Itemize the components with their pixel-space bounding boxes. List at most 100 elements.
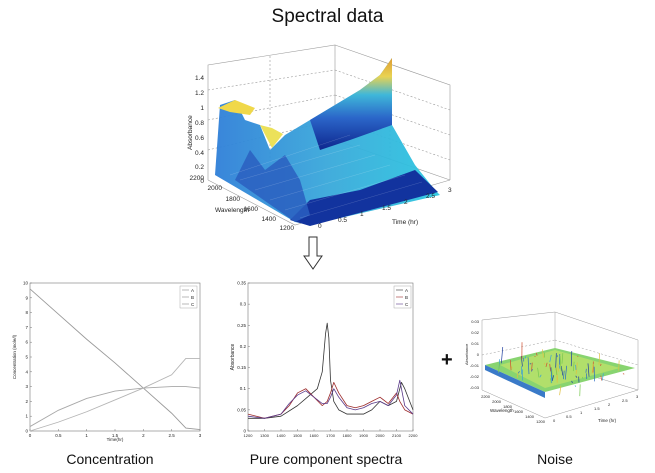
pure-legend: A B C <box>393 285 412 309</box>
noise-x-tick: 0.5 <box>566 414 572 419</box>
surface-y-tick: 2000 <box>208 185 223 192</box>
concentration-y-tick: 7 <box>25 325 28 330</box>
pure-y-tick: 0.15 <box>237 365 246 370</box>
concentration-x-tick: 3 <box>199 433 202 438</box>
down-arrow-icon <box>303 236 323 270</box>
noise-z-tick: 0.01 <box>471 341 480 346</box>
pure-x-tick: 1700 <box>326 433 336 438</box>
surface-x-tick: 1.5 <box>382 205 391 212</box>
noise-surface <box>485 342 635 398</box>
surface-x-tick: 2.5 <box>426 193 435 200</box>
concentration-legend-b: B <box>191 295 194 300</box>
surface-z-tick: 1.2 <box>195 90 204 97</box>
noise-x-label: Time (hr) <box>598 418 617 423</box>
noise-spike <box>527 357 530 375</box>
noise-spike <box>559 385 562 396</box>
surface-z-tick: 0.4 <box>195 150 204 157</box>
pure-y-tick: 0.2 <box>240 344 247 349</box>
concentration-ylabel: Concentration (mole/l) <box>12 334 17 379</box>
noise-spike <box>563 370 565 380</box>
noise-spike <box>550 367 553 382</box>
concentration-plot-frame <box>29 282 201 432</box>
concentration-y-tick: 0 <box>25 429 28 434</box>
noise-spike <box>516 372 519 378</box>
pure-series-c <box>247 379 414 419</box>
noise-spike <box>570 351 573 367</box>
noise-spike <box>509 360 512 371</box>
pure-spectra-caption: Pure component spectra <box>249 451 403 467</box>
noise-spike <box>520 356 523 367</box>
concentration-y-tick: 5 <box>25 355 28 360</box>
noise-y-tick: 1200 <box>536 419 546 424</box>
surface-x-tick: 2 <box>404 199 408 206</box>
surface-x-tick: 0 <box>318 223 322 230</box>
concentration-series-a <box>29 288 201 430</box>
noise-spike <box>559 356 562 372</box>
noise-x-tick: 3 <box>636 394 639 399</box>
concentration-x-tick: 0 <box>29 433 32 438</box>
noise-spike <box>500 347 504 364</box>
pure-x-tick: 1900 <box>359 433 369 438</box>
surface-y-tick: 2200 <box>190 175 205 182</box>
concentration-x-tick: 1 <box>85 433 88 438</box>
noise-spike <box>537 367 540 378</box>
noise-spike <box>536 352 538 356</box>
noise-spike <box>555 353 557 368</box>
concentration-series-b <box>29 386 201 427</box>
noise-spike <box>572 361 575 372</box>
pure-x-tick: 1500 <box>293 433 303 438</box>
noise-spike <box>531 362 533 372</box>
noise-caption: Noise <box>537 451 573 467</box>
noise-surface-plot: 0.03 0.02 0.01 0 -0.01 -0.02 -0.03 Absor… <box>464 311 639 424</box>
noise-z-tick: -0.01 <box>470 363 480 368</box>
surface-z-tick: 1 <box>200 105 204 112</box>
noise-z-tick: 0.02 <box>471 330 480 335</box>
pure-ylabel: Absorbance <box>230 343 236 370</box>
noise-spike <box>557 363 559 372</box>
pure-y-tick: 0.1 <box>240 386 247 391</box>
concentration-y-tick: 9 <box>25 295 28 300</box>
pure-plot-frame <box>247 282 414 432</box>
surface-x-tick: 0.5 <box>338 217 347 224</box>
noise-spike <box>571 380 573 384</box>
concentration-series-c <box>29 358 200 432</box>
concentration-x-tick: 0.5 <box>55 433 62 438</box>
plus-sign: + <box>441 349 453 371</box>
pure-x-tick: 2200 <box>409 433 418 438</box>
noise-spike <box>560 366 564 376</box>
concentration-x-tick: 2 <box>142 433 145 438</box>
noise-z-tick: -0.02 <box>470 374 480 379</box>
pure-x-tick: 1200 <box>244 433 254 438</box>
pure-series-a <box>248 322 414 419</box>
concentration-x-tick: 2.5 <box>169 433 176 438</box>
pure-x-tick: 1300 <box>260 433 270 438</box>
concentration-y-tick: 1 <box>25 414 28 419</box>
noise-z-tick: -0.03 <box>470 385 480 390</box>
noise-y-tick: 1400 <box>525 414 535 419</box>
pure-y-tick: 0.25 <box>237 323 246 328</box>
noise-x-tick: 1 <box>580 410 583 415</box>
concentration-legend-a: A <box>191 288 194 293</box>
surface-y-label: Wavelength <box>215 207 249 214</box>
surface-y-tick: 1200 <box>280 225 295 232</box>
spectral-surface-plot: 0 0.2 0.4 0.6 0.8 1 1.2 1.4 Absorbance 2… <box>187 44 452 232</box>
concentration-y-tick: 2 <box>25 399 28 404</box>
pure-legend-a: A <box>405 288 408 293</box>
surface-z-tick: 0.2 <box>195 164 204 171</box>
noise-y-tick: 2000 <box>492 399 502 404</box>
noise-spike <box>551 375 555 381</box>
pure-x-tick: 2100 <box>392 433 402 438</box>
noise-spike <box>549 363 551 372</box>
noise-y-tick: 1600 <box>514 409 524 414</box>
concentration-y-tick: 10 <box>23 281 29 286</box>
noise-x-tick: 2 <box>608 402 611 407</box>
noise-spike <box>542 349 544 358</box>
pure-y-tick: 0.3 <box>240 302 247 307</box>
noise-z-tick: 0.03 <box>471 319 480 324</box>
noise-spike <box>551 367 553 380</box>
noise-axes-box <box>481 311 639 419</box>
surface-z-tick: 0.6 <box>195 135 204 142</box>
concentration-legend: A B C <box>179 285 198 309</box>
